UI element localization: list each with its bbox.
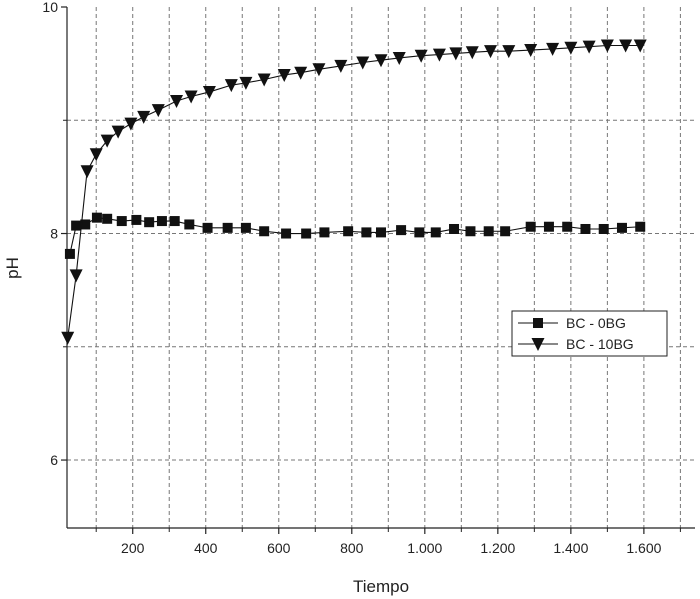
square-marker <box>144 217 155 228</box>
triangle-marker <box>184 90 198 104</box>
triangle-marker <box>124 117 138 131</box>
triangle-marker <box>277 68 291 82</box>
y-axis-title: pH <box>3 257 22 279</box>
grid-lines <box>67 7 695 528</box>
x-tick-label: 1.400 <box>553 540 588 556</box>
y-tick-label: 6 <box>50 452 58 468</box>
square-marker <box>319 227 330 238</box>
triangle-marker <box>524 44 538 58</box>
square-marker <box>156 216 167 227</box>
triangle-marker <box>202 85 216 99</box>
triangle-marker <box>334 59 348 73</box>
y-tick-label: 8 <box>50 226 58 242</box>
x-tick-label: 400 <box>194 540 218 556</box>
series-layer <box>61 39 647 345</box>
triangle-marker <box>600 39 614 53</box>
square-marker <box>543 221 554 232</box>
square-marker <box>376 227 386 238</box>
series-2 <box>61 39 647 345</box>
triangle-marker <box>633 39 647 53</box>
triangle-marker <box>257 73 271 87</box>
square-marker <box>396 225 407 236</box>
triangle-marker <box>111 125 125 139</box>
square-marker <box>102 213 113 224</box>
legend-label: BC - 0BG <box>566 315 626 331</box>
x-axis-title: Tiempo <box>353 577 409 596</box>
square-marker <box>281 228 292 239</box>
triangle-marker <box>582 40 596 54</box>
triangle-marker <box>312 63 326 77</box>
x-tick-label: 1.600 <box>626 540 661 556</box>
square-marker <box>64 248 75 259</box>
square-marker <box>525 221 536 232</box>
square-marker <box>562 221 573 232</box>
x-tick-label: 800 <box>340 540 364 556</box>
square-marker <box>361 227 372 238</box>
square-marker <box>580 223 591 234</box>
triangle-marker <box>151 104 165 118</box>
triangle-marker <box>502 45 516 59</box>
plot-axes <box>66 7 695 529</box>
triangle-marker <box>170 95 184 109</box>
square-marker <box>301 228 312 239</box>
square-marker <box>616 222 627 233</box>
triangle-marker <box>374 54 388 68</box>
square-marker <box>259 226 270 237</box>
triangle-marker <box>61 331 75 345</box>
triangle-marker <box>619 39 633 53</box>
legend: BC - 0BG BC - 10BG <box>511 310 668 357</box>
triangle-marker <box>224 79 238 93</box>
square-marker <box>449 223 460 234</box>
square-marker <box>483 226 494 237</box>
series-1 <box>64 212 646 259</box>
square-marker <box>116 216 127 227</box>
square-marker <box>414 227 425 238</box>
x-tick-label: 1.000 <box>407 540 442 556</box>
triangle-marker <box>89 148 103 162</box>
triangle-marker <box>432 48 446 62</box>
legend-marker <box>533 318 543 328</box>
square-marker <box>465 226 476 237</box>
triangle-marker <box>294 66 308 80</box>
triangle-marker <box>414 49 428 63</box>
square-marker <box>169 216 180 227</box>
y-tick-label: 10 <box>42 0 58 15</box>
triangle-marker <box>564 41 578 55</box>
triangle-marker <box>546 42 560 56</box>
axis-ticks: 200 400 600 800 1.000 1.200 1.400 1.600 6 8 10 <box>42 0 681 556</box>
square-marker <box>635 221 646 232</box>
square-marker <box>80 219 91 230</box>
triangle-marker <box>239 76 253 90</box>
triangle-marker <box>137 110 151 124</box>
triangle-marker <box>465 46 479 60</box>
square-marker <box>71 220 82 231</box>
triangle-marker <box>80 165 94 179</box>
triangle-marker <box>69 269 83 283</box>
square-marker <box>184 219 195 230</box>
square-marker <box>131 214 142 225</box>
series-line <box>69 217 641 255</box>
square-marker <box>500 226 511 237</box>
triangle-marker <box>449 47 463 61</box>
x-tick-label: 600 <box>267 540 291 556</box>
triangle-marker <box>484 45 498 59</box>
x-tick-label: 1.200 <box>480 540 515 556</box>
square-marker <box>430 227 441 238</box>
series-line <box>67 44 641 338</box>
square-marker <box>598 223 609 234</box>
square-marker <box>91 212 102 223</box>
triangle-marker <box>392 51 406 65</box>
square-marker <box>202 222 213 233</box>
triangle-marker <box>100 134 114 148</box>
x-tick-label: 200 <box>121 540 145 556</box>
square-marker <box>240 222 251 233</box>
square-marker <box>222 222 233 233</box>
triangle-marker <box>356 56 370 70</box>
legend-marker <box>531 338 545 351</box>
square-marker <box>343 226 354 237</box>
legend-label: BC - 10BG <box>566 336 634 352</box>
